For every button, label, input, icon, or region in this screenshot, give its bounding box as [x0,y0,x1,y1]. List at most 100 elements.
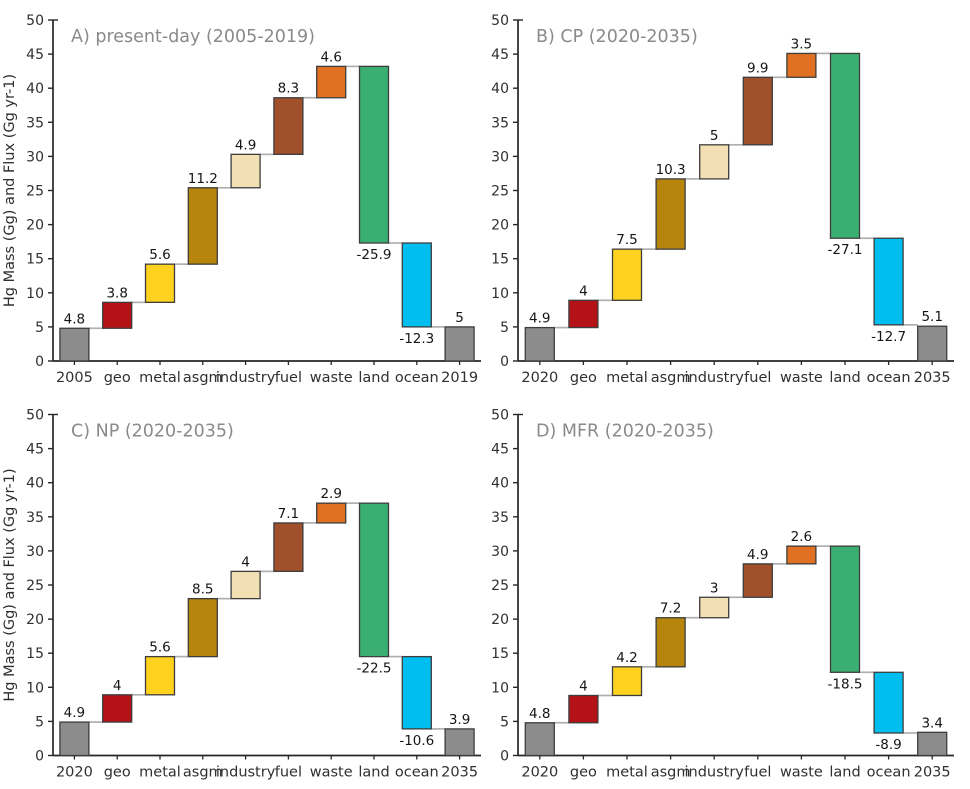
y-tick-label: 20 [491,612,509,628]
bar-ocean [401,655,432,730]
bar-value-label: -10.6 [399,733,434,749]
bar-ocean [873,671,904,734]
y-tick-label: 5 [35,714,44,730]
bar-land [829,52,861,239]
y-tick-label: 45 [26,442,44,458]
x-tick-label: geo [570,370,597,386]
bar-value-label: 7.2 [660,601,681,617]
bar-metal [144,655,176,696]
bar-2005 [59,327,90,362]
y-tick-label: 45 [491,47,509,63]
y-tick-label: 50 [26,408,44,424]
y-tick-label: 45 [26,47,44,63]
y-tick-label: 10 [491,286,509,302]
x-tick-label: ocean [867,765,911,781]
y-tick-label: 15 [491,646,509,662]
y-tick-label: 25 [491,184,509,200]
bar-value-label: 10.3 [656,162,686,178]
x-tick-label: metal [139,765,181,781]
bar-land [829,545,861,673]
bar-value-label: 4.9 [529,311,550,327]
bar-2019 [444,326,475,362]
x-tick-label: metal [606,370,648,386]
x-tick-label: ocean [867,370,911,386]
bar-geo [102,301,133,329]
bar-value-label: 4 [579,283,588,299]
bar-land [358,65,390,244]
y-tick-label: 25 [491,578,509,594]
bar-value-label: 3.9 [449,712,470,728]
bar-fuel [742,563,773,598]
x-tick-label: 2020 [56,765,93,781]
panel-a-chart: 0 5 10 15 20 25 30 35 40 45 50 Hg Mass (Gg) and Flu… [2,13,481,386]
bar-value-label: 2.9 [320,486,341,502]
bar-2020 [59,721,90,757]
x-tick-label: land [829,370,860,386]
y-tick-label: 10 [26,680,44,696]
x-tick-label: ocean [395,765,439,781]
x-tick-label: fuel [275,370,302,386]
bar-industry [230,570,261,600]
y-tick-label: 30 [491,544,509,560]
x-tick-label: asgm [651,370,691,386]
x-tick-label: 2035 [914,370,951,386]
bar-land [358,502,390,658]
x-tick-label: fuel [744,370,771,386]
bar-geo [568,299,599,329]
y-tick-label: 0 [500,749,509,765]
bar-value-label: 4.9 [747,547,768,563]
y-tick-label: 25 [26,578,44,594]
x-tick-label: industry [216,370,276,386]
bar-waste [316,502,347,524]
bar-fuel [742,76,773,146]
x-tick-label: asgm [183,765,223,781]
x-tick-label: land [358,370,389,386]
bar-value-label: -12.3 [399,331,434,347]
bar-value-label: 3.5 [791,36,812,52]
bar-value-label: 4.9 [64,705,85,721]
bar-ocean [401,242,432,328]
bar-2020 [524,326,555,362]
panel-d-chart: 0 5 10 15 20 25 30 35 40 45 50 D) MFR (2020-2035) 4.… [491,408,954,781]
bar-ocean [873,237,904,326]
bar-metal [611,666,643,697]
bar-value-label: 3 [710,580,719,596]
y-tick-label: 25 [26,184,44,200]
bar-value-label: 9.9 [747,60,768,76]
y-tick-label: 35 [26,115,44,131]
y-tick-label: 15 [491,252,509,268]
x-tick-label: 2020 [521,765,558,781]
x-tick-label: geo [104,765,131,781]
bar-value-label: -22.5 [357,661,392,677]
bar-geo [102,694,133,723]
y-axis-label: Hg Mass (Gg) and Flux (Gg yr-1) [2,468,18,701]
bar-value-label: 5 [455,310,464,326]
bar-metal [611,248,643,301]
bar-value-label: -8.9 [875,737,901,753]
bar-waste [316,65,347,99]
bar-value-label: 2.6 [791,529,812,545]
x-tick-label: asgm [183,370,223,386]
bar-value-label: 7.5 [616,232,637,248]
bar-asgm [187,187,218,265]
y-tick-label: 35 [491,115,509,131]
y-tick-label: 30 [26,149,44,165]
x-tick-label: fuel [744,765,771,781]
y-tick-label: 50 [26,13,44,29]
x-tick-label: land [358,765,389,781]
y-tick-label: 50 [491,408,509,424]
y-tick-label: 20 [26,218,44,234]
bar-value-label: 5.6 [149,247,170,263]
y-tick-label: 30 [491,149,509,165]
bar-2035 [917,325,948,362]
bar-value-label: 5.1 [921,309,942,325]
x-tick-label: waste [310,765,353,781]
x-tick-label: waste [310,370,353,386]
x-tick-label: land [829,765,860,781]
bar-value-label: 8.3 [278,81,299,97]
panel-title: B) CP (2020-2035) [536,27,698,47]
panel-c-chart: 0 5 10 15 20 25 30 35 40 45 50 Hg Mass (Gg) and Flu… [2,408,481,781]
y-tick-label: 5 [500,714,509,730]
bar-value-label: 5.6 [149,640,170,656]
